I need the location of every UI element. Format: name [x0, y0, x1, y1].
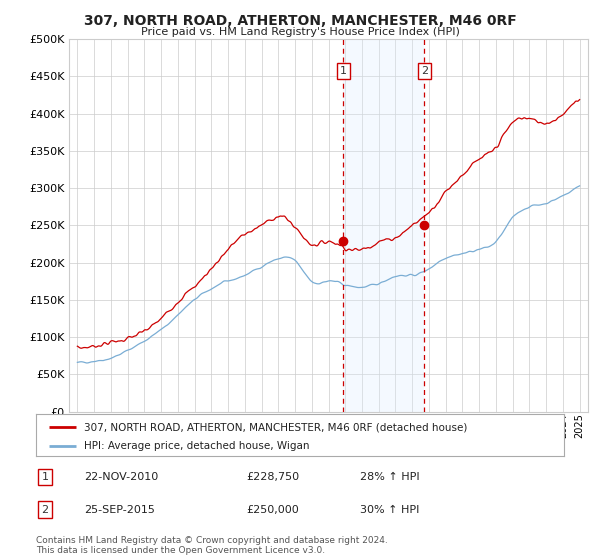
Text: HPI: Average price, detached house, Wigan: HPI: Average price, detached house, Wiga… [83, 441, 309, 451]
Text: 2: 2 [41, 505, 49, 515]
Text: £228,750: £228,750 [246, 472, 299, 482]
Text: Contains HM Land Registry data © Crown copyright and database right 2024.
This d: Contains HM Land Registry data © Crown c… [36, 536, 388, 556]
Text: 307, NORTH ROAD, ATHERTON, MANCHESTER, M46 0RF: 307, NORTH ROAD, ATHERTON, MANCHESTER, M… [83, 14, 517, 28]
Text: £250,000: £250,000 [246, 505, 299, 515]
Text: 30% ↑ HPI: 30% ↑ HPI [360, 505, 419, 515]
Text: Price paid vs. HM Land Registry's House Price Index (HPI): Price paid vs. HM Land Registry's House … [140, 27, 460, 37]
Text: 2: 2 [421, 66, 428, 76]
Bar [343, 39, 424, 412]
Text: 307, NORTH ROAD, ATHERTON, MANCHESTER, M46 0RF (detached house): 307, NORTH ROAD, ATHERTON, MANCHESTER, M… [83, 422, 467, 432]
Text: 25-SEP-2015: 25-SEP-2015 [84, 505, 155, 515]
Text: 1: 1 [41, 472, 49, 482]
Text: 1: 1 [340, 66, 347, 76]
Text: 28% ↑ HPI: 28% ↑ HPI [360, 472, 419, 482]
Text: 22-NOV-2010: 22-NOV-2010 [84, 472, 158, 482]
